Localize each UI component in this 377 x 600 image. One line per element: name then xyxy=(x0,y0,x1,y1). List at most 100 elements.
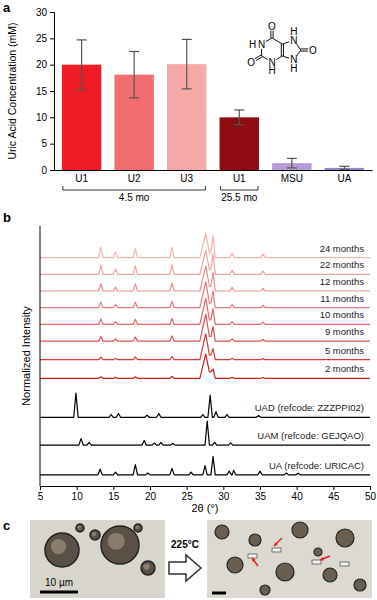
series-label: 24 months xyxy=(320,243,365,254)
atom-mask xyxy=(289,64,299,74)
y-tick-mark xyxy=(50,91,54,92)
error-bar-line xyxy=(339,166,349,167)
error-bar-line xyxy=(291,158,292,167)
error-bar-line xyxy=(77,39,87,40)
panel-label: a xyxy=(3,0,11,15)
particle xyxy=(336,529,354,547)
y-tick: 5 xyxy=(41,138,54,149)
particle xyxy=(314,548,322,556)
atom-label: H xyxy=(268,65,275,76)
x-tick: 40 xyxy=(292,486,304,502)
particle-core xyxy=(143,563,149,569)
x-axis: 5101520253035404550 xyxy=(38,486,377,502)
series-label: 2 months xyxy=(325,363,364,374)
y-tick-mark xyxy=(50,144,54,145)
atom-mask xyxy=(267,66,277,76)
pointer-arrowhead xyxy=(274,542,278,546)
x-tick-label: 35 xyxy=(255,491,267,502)
series-label: 10 months xyxy=(320,309,365,320)
particle-core xyxy=(92,532,97,537)
particle xyxy=(323,568,337,582)
error-bar xyxy=(234,110,244,125)
atom-label: O xyxy=(247,57,255,68)
x-tick-label: U3 xyxy=(180,173,193,184)
error-bar-line xyxy=(287,167,297,168)
x-tick-mark xyxy=(260,486,261,490)
x-tick-mark xyxy=(40,486,41,490)
error-bar-line xyxy=(186,39,187,89)
bond xyxy=(272,38,282,44)
particle xyxy=(215,525,229,539)
y-tick-mark xyxy=(50,38,54,39)
error-bar xyxy=(339,166,349,169)
x-tick-label: U1 xyxy=(233,173,246,184)
plot-area xyxy=(40,233,370,474)
atom-mask xyxy=(248,39,258,49)
error-bar-line xyxy=(77,89,87,90)
x-tick-mark xyxy=(113,486,114,490)
x-tick: 5 xyxy=(38,486,44,502)
bar xyxy=(220,117,259,170)
atom-label: H xyxy=(290,63,297,74)
x-tick: U3 xyxy=(180,170,193,184)
process-arrow xyxy=(169,555,201,581)
series-label: UAD (refcode: ZZZPPI02) xyxy=(255,402,364,413)
atom-mask xyxy=(289,26,299,36)
atom-mask xyxy=(246,57,256,67)
x-tick-mark xyxy=(370,486,371,490)
x-tick: MSU xyxy=(281,170,303,184)
x-tick-label: 45 xyxy=(328,491,340,502)
particle xyxy=(134,524,142,532)
particle-core xyxy=(77,525,81,529)
scale-bar xyxy=(212,592,226,595)
group-bracket xyxy=(221,186,258,190)
error-bar-line xyxy=(129,51,139,52)
error-bar-line xyxy=(239,110,240,125)
y-tick-label: 15 xyxy=(36,86,48,97)
particle xyxy=(141,561,155,575)
group-label: 25.5 mo xyxy=(221,192,258,203)
x-tick: U1 xyxy=(233,170,246,184)
particle xyxy=(260,585,270,595)
error-bar-line xyxy=(134,52,135,98)
x-tick-mark xyxy=(223,486,224,490)
particle xyxy=(45,533,79,567)
pointer-arrow xyxy=(274,538,282,546)
y-axis: 0 5 10 15 20 25 30 xyxy=(36,7,55,176)
error-bar-line xyxy=(182,39,192,40)
atom-label: H xyxy=(290,26,297,37)
y-tick-label: 10 xyxy=(36,112,48,123)
error-bar xyxy=(287,158,297,167)
x-tick-mark xyxy=(333,486,334,490)
series-label: 11 months xyxy=(320,293,364,304)
y-tick-label: 30 xyxy=(36,7,48,18)
x-tick: 15 xyxy=(108,486,120,502)
pointer-arrow xyxy=(320,556,330,560)
pointer-arrow xyxy=(252,558,258,566)
x-tick-label: 20 xyxy=(145,491,157,502)
micrograph-before xyxy=(30,520,165,598)
y-axis-title: Normalized Intensity xyxy=(20,306,32,406)
particle xyxy=(249,534,261,546)
group-bracket xyxy=(63,186,206,190)
particle xyxy=(76,524,84,532)
x-tick-label: 50 xyxy=(365,491,377,502)
y-tick: 25 xyxy=(36,33,54,44)
y-axis-line xyxy=(50,13,55,171)
x-tick: 35 xyxy=(255,486,267,502)
structure: OOONHNHNHNH xyxy=(246,21,318,77)
series-label: 12 months xyxy=(320,276,365,287)
series-label: 5 months xyxy=(325,345,364,356)
crystal xyxy=(272,548,281,552)
x-tick-label: 10 xyxy=(72,491,84,502)
x-tick: 50 xyxy=(365,486,377,502)
x-tick-label: 15 xyxy=(108,491,120,502)
y-tick: 20 xyxy=(36,59,54,70)
error-bar xyxy=(77,40,87,90)
error-bar-line xyxy=(234,109,244,110)
y-axis-title: Uric Acid Concentration (mM) xyxy=(6,22,18,159)
y-tick: 0 xyxy=(41,165,54,176)
error-bar-line xyxy=(339,169,349,170)
y-tick-label: 5 xyxy=(41,138,47,149)
scale-bar-label: 10 µm xyxy=(45,577,73,588)
